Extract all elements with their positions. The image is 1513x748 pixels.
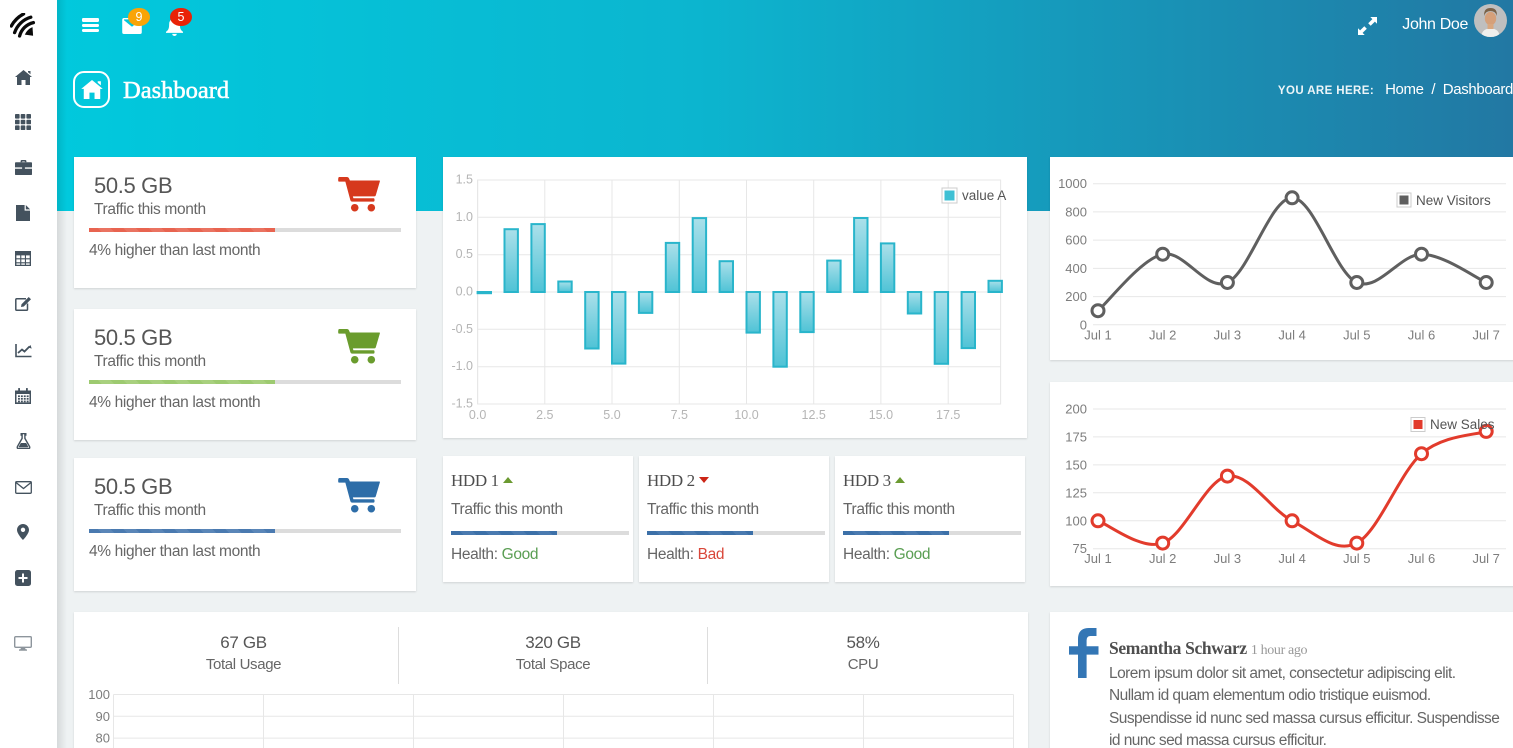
svg-text:175: 175 (1065, 429, 1087, 444)
svg-text:600: 600 (1065, 233, 1087, 248)
svg-text:Jul 4: Jul 4 (1278, 328, 1305, 343)
svg-text:200: 200 (1065, 289, 1087, 304)
svg-text:0: 0 (1080, 317, 1087, 332)
svg-text:Jul 6: Jul 6 (1408, 551, 1435, 566)
svg-text:Jul 1: Jul 1 (1084, 551, 1111, 566)
svg-text:Jul 1: Jul 1 (1084, 328, 1111, 343)
svg-text:New Visitors: New Visitors (1416, 193, 1491, 208)
svg-text:Jul 6: Jul 6 (1408, 328, 1435, 343)
svg-text:Jul 7: Jul 7 (1472, 551, 1499, 566)
svg-text:Jul 5: Jul 5 (1343, 328, 1370, 343)
svg-text:400: 400 (1065, 261, 1087, 276)
svg-text:125: 125 (1065, 485, 1087, 500)
svg-text:15.0: 15.0 (869, 408, 893, 422)
svg-text:10.0: 10.0 (734, 408, 758, 422)
svg-text:Jul 3: Jul 3 (1214, 328, 1241, 343)
svg-text:12.5: 12.5 (802, 408, 826, 422)
svg-text:Jul 2: Jul 2 (1149, 328, 1176, 343)
svg-text:1.0: 1.0 (456, 210, 473, 224)
svg-text:100: 100 (88, 687, 110, 702)
svg-text:80: 80 (96, 731, 110, 746)
svg-text:Jul 4: Jul 4 (1278, 551, 1305, 566)
svg-text:-1.0: -1.0 (451, 359, 473, 373)
svg-text:Jul 7: Jul 7 (1472, 328, 1499, 343)
svg-text:0.5: 0.5 (456, 247, 473, 261)
svg-text:Jul 5: Jul 5 (1343, 551, 1370, 566)
svg-text:0.0: 0.0 (469, 408, 486, 422)
svg-text:17.5: 17.5 (936, 408, 960, 422)
svg-text:-1.5: -1.5 (451, 397, 473, 411)
svg-text:Jul 3: Jul 3 (1214, 551, 1241, 566)
svg-text:0.0: 0.0 (456, 285, 473, 299)
svg-text:value A: value A (962, 188, 1006, 203)
svg-text:100: 100 (1065, 513, 1087, 528)
svg-text:200: 200 (1065, 402, 1087, 417)
svg-text:800: 800 (1065, 204, 1087, 219)
svg-text:5.0: 5.0 (603, 408, 620, 422)
svg-text:Jul 2: Jul 2 (1149, 551, 1176, 566)
svg-text:-0.5: -0.5 (451, 322, 473, 336)
svg-text:1000: 1000 (1058, 176, 1087, 191)
svg-text:90: 90 (96, 709, 110, 724)
svg-text:2.5: 2.5 (536, 408, 553, 422)
svg-text:1.5: 1.5 (456, 173, 473, 187)
svg-text:75: 75 (1073, 541, 1087, 556)
svg-text:7.5: 7.5 (671, 408, 688, 422)
svg-text:150: 150 (1065, 457, 1087, 472)
svg-text:New Sales: New Sales (1430, 417, 1495, 432)
